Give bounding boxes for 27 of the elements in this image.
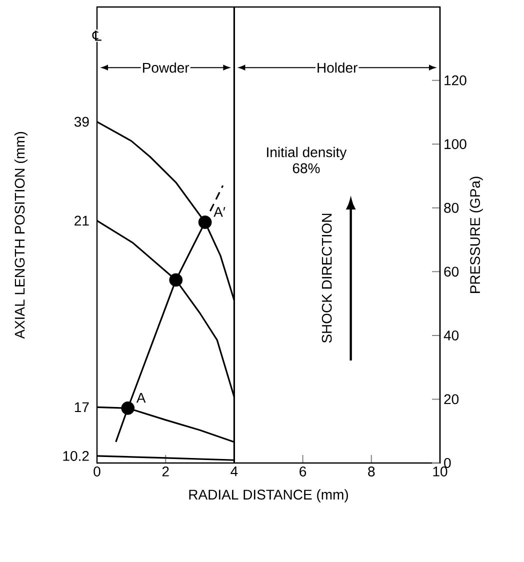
y2-tick-label: 100: [444, 139, 466, 150]
x-tick-label: 4: [230, 466, 238, 476]
annotation: Initial density 68%: [267, 146, 347, 174]
x-tick-label: 6: [300, 466, 306, 476]
x-tick-label: 0: [94, 466, 100, 476]
annotation: ℄: [92, 30, 102, 41]
text: 39: [74, 116, 89, 127]
text: 17: [74, 402, 89, 412]
y2-tick-label: 0: [444, 458, 451, 468]
y2-tick-label: 120: [444, 75, 466, 86]
x-tick-label: 10: [433, 466, 448, 476]
x-tick-label: 8: [368, 466, 375, 476]
annotation: A: [136, 392, 146, 403]
y2-axis-title: PRESSURE (GPa): [470, 176, 483, 293]
annotation: Powder: [143, 62, 190, 73]
y2-tick-label: 60: [444, 266, 459, 277]
x-axis-title: RADIAL DISTANCE (mm): [189, 489, 348, 502]
y-axis-title: AXIAL LENGTH POSITION (mm): [14, 132, 28, 339]
annotation: Holder: [318, 62, 358, 73]
y2-tick-label: 80: [444, 202, 459, 213]
y2-tick-label: 40: [444, 330, 459, 340]
text: 10.2: [63, 451, 89, 461]
y2-tick-label: 20: [444, 394, 459, 404]
text: 21: [74, 216, 89, 226]
annotation: SHOCK DIRECTION: [322, 214, 332, 343]
x-tick-label: 2: [162, 466, 169, 476]
annotation: A′: [214, 207, 226, 217]
